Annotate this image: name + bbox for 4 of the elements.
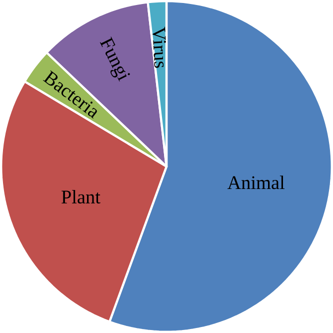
slice-label: Fungi	[100, 36, 130, 82]
slice-label: Plant	[62, 190, 100, 204]
slice-label: Virus	[152, 26, 166, 68]
slice-label: Animal	[227, 176, 284, 190]
